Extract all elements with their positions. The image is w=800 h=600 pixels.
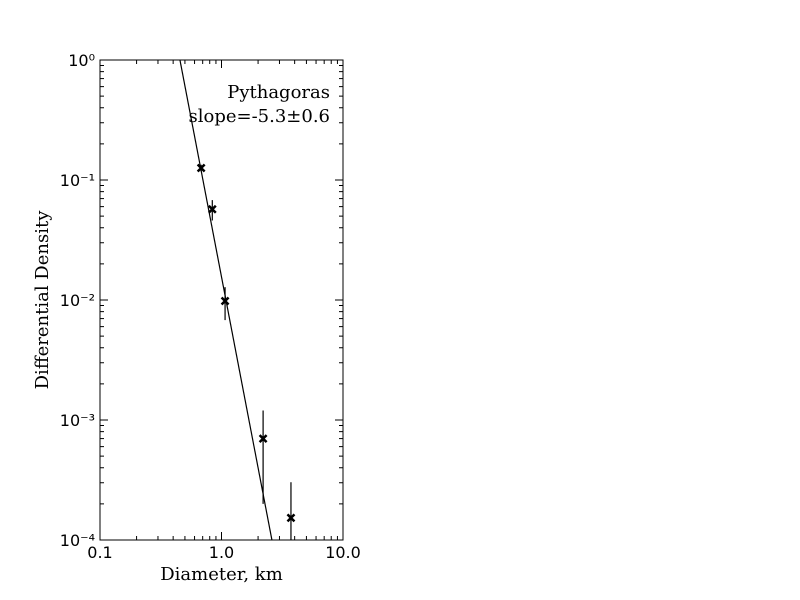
y-tick-label: 10⁻⁴ [60,531,95,550]
y-tick-label: 10⁻³ [60,411,95,430]
marker [286,513,296,523]
y-tick-label: 10⁻¹ [60,171,95,190]
marker [258,434,268,443]
annotation: slope=-5.3±0.6 [188,106,330,127]
x-tick-label: 10.0 [325,543,361,562]
annotation: Pythagoras [227,82,330,103]
marker [220,296,230,306]
marker [196,163,206,173]
x-axis-label: Diameter, km [160,564,283,585]
y-tick-label: 10⁻² [60,291,95,310]
y-axis-label: Differential Density [32,210,53,390]
marker [207,204,217,214]
x-tick-label: 1.0 [209,543,234,562]
plot-frame [99,59,344,541]
x-tick-label: 0.1 [87,543,112,562]
y-tick-label: 10⁰ [68,51,95,70]
